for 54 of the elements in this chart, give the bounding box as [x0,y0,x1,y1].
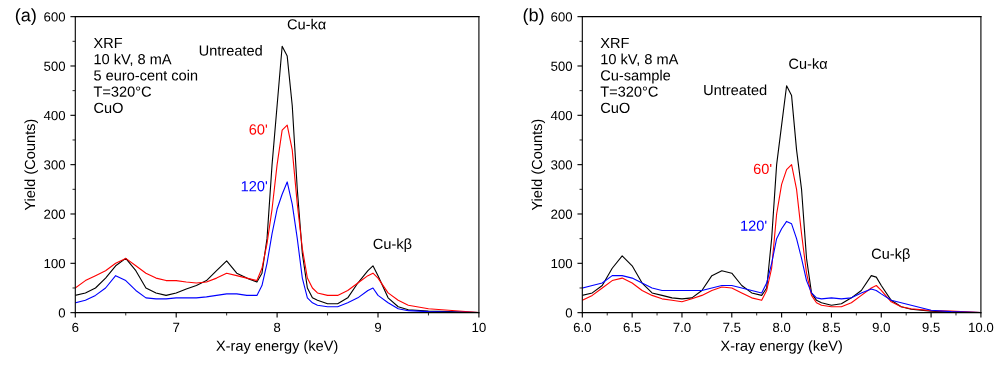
annotation: 5 euro-cent coin [94,69,198,81]
series-label: Untreated [199,45,262,56]
annotation: T=320°C [600,86,658,97]
x-axis-title: X-ray energy (keV) [720,340,842,354]
y-tick-label: 500 [44,61,66,71]
x-tick-label: 8.5 [822,322,841,333]
x-tick-label: 9.0 [872,322,890,333]
y-tick-label: 300 [551,160,573,170]
series-label: 120' [741,220,767,231]
x-tick-label: 6 [72,322,79,333]
y-tick-label: 400 [43,110,66,121]
annotation: XRF [600,37,629,48]
annotation: 10 kV, 8 mA [94,53,172,67]
x-tick-label: 8 [274,322,281,333]
series-label: 60' [753,163,772,175]
y-tick-label: 0 [565,308,573,318]
x-tick-label: 7.5 [723,322,741,333]
y-tick-label: 600 [44,12,66,22]
annotation: Cu-sample [601,69,671,84]
x-tick-label: 6.5 [623,322,641,333]
y-tick-label: 500 [551,61,573,71]
annotation: XRF [93,37,123,48]
annotation: Cu-kα [287,18,326,30]
y-tick-label: 200 [44,209,66,219]
y-tick-label: 400 [550,110,573,121]
annotation: CuO [601,102,630,114]
y-axis-title: Yield (Counts) [24,119,38,211]
x-tick-label: 9 [374,322,382,333]
y-tick-label: 100 [551,258,573,269]
x-tick-label: 10 [472,322,486,333]
x-tick-label: 9.5 [922,322,940,333]
y-tick-label: 100 [44,258,66,269]
series-label: 60' [249,124,268,135]
y-tick-label: 600 [551,12,573,22]
annotation: Cu-kα [789,58,828,69]
series-label: Untreated [704,84,767,96]
x-tick-label: 8.0 [773,322,791,333]
y-tick-label: 0 [58,308,66,318]
annotation: 10 kV, 8 mA [601,53,679,67]
x-tick-label: 6.0 [573,322,591,333]
annotation: Cu-kβ [373,238,412,252]
y-tick-label: 300 [44,160,66,170]
x-tick-label: 10.0 [969,322,994,333]
chart-title: (a) [15,8,36,26]
y-axis-title: Yield (Counts) [531,119,546,211]
chart-title: (b) [523,8,544,26]
series-label: 120' [241,181,268,192]
y-tick-label: 200 [551,209,573,219]
annotation: CuO [94,102,123,114]
x-tick-label: 7 [173,322,180,332]
annotation: T=320°C [93,86,152,97]
annotation: Cu-kβ [871,248,910,262]
x-tick-label: 7.0 [673,322,691,333]
x-axis-title: X-ray energy (keV) [216,340,338,354]
